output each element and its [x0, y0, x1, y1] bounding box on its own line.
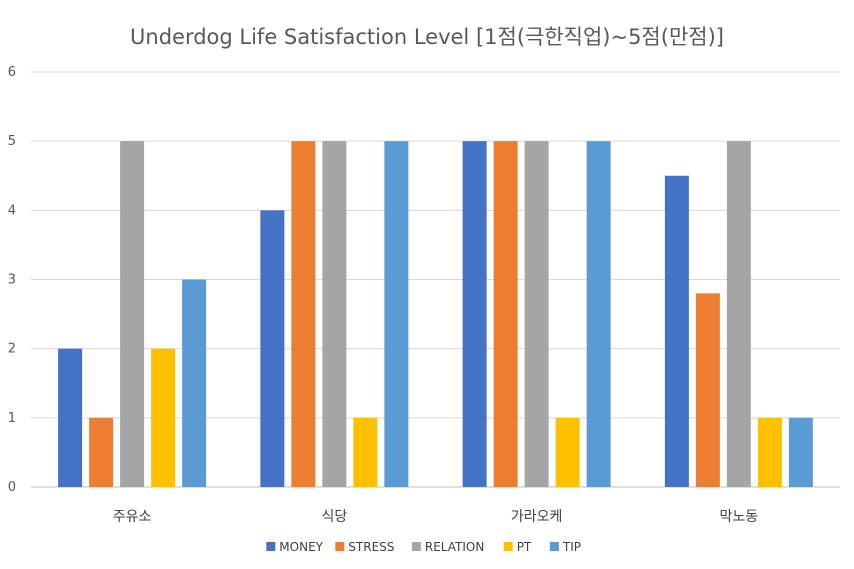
bars	[58, 141, 813, 488]
bar-tip-2	[384, 141, 409, 487]
y-tick-label: 4	[8, 203, 16, 218]
x-category-label: 식당	[321, 509, 347, 525]
legend-swatch	[503, 542, 513, 551]
legend: MONEY STRESS RELATION PT TIP	[266, 540, 581, 554]
bar-stress-2	[291, 141, 316, 487]
y-tick-label: 3	[8, 273, 16, 288]
bar-relation-4	[726, 141, 751, 487]
legend-swatch	[549, 542, 559, 551]
bar-relation-1	[120, 141, 145, 487]
legend-swatch	[335, 542, 345, 551]
y-tick-label: 0	[8, 480, 16, 495]
y-tick-label: 1	[8, 411, 16, 426]
bar-stress-3	[493, 141, 518, 487]
bar-pt-3	[555, 417, 580, 487]
y-axis-ticks: 0 1 2 3 4 5 6	[8, 65, 16, 495]
x-category-label: 주유소	[113, 509, 152, 525]
legend-item-tip: TIP	[549, 540, 581, 554]
x-category-label: 막노동	[720, 509, 759, 525]
chart-title: Underdog Life Satisfaction Level [1점(극한직…	[130, 25, 724, 49]
bar-money-4	[664, 175, 689, 487]
legend-label: TIP	[562, 540, 581, 554]
bar-stress-1	[89, 417, 114, 487]
bar-stress-4	[695, 293, 720, 487]
y-tick-label: 6	[8, 65, 16, 80]
legend-swatch	[411, 542, 421, 551]
bar-pt-2	[353, 417, 378, 487]
legend-label: MONEY	[279, 540, 323, 554]
bar-money-2	[260, 210, 285, 488]
x-axis-categories: 주유소 식당 가라오케 막노동	[113, 509, 759, 525]
legend-label: STRESS	[348, 540, 394, 554]
bar-relation-3	[524, 141, 549, 487]
y-tick-label: 5	[8, 134, 16, 149]
legend-item-stress: STRESS	[335, 540, 394, 554]
x-category-label: 가라오케	[511, 509, 563, 525]
legend-label: PT	[517, 540, 532, 554]
legend-label: RELATION	[425, 540, 484, 554]
y-tick-label: 2	[8, 342, 16, 357]
legend-swatch	[266, 542, 276, 551]
legend-item-relation: RELATION	[411, 540, 484, 554]
bar-money-1	[58, 348, 83, 487]
bar-relation-2	[322, 141, 347, 487]
bar-tip-3	[586, 141, 611, 487]
bar-pt-1	[151, 348, 176, 487]
bar-tip-4	[788, 417, 813, 487]
bar-pt-4	[757, 417, 782, 487]
legend-item-money: MONEY	[266, 540, 324, 554]
bar-tip-1	[182, 279, 207, 487]
bar-money-3	[462, 141, 487, 487]
legend-item-pt: PT	[503, 540, 532, 554]
